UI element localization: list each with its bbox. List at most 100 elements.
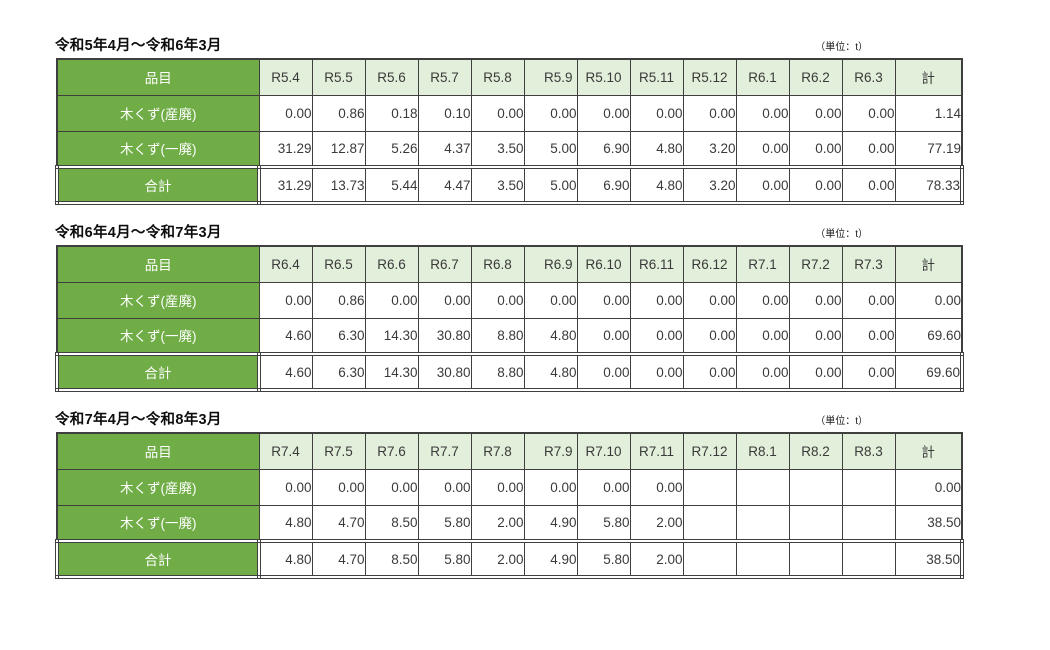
value-cell: 0.00 xyxy=(735,130,790,168)
value-cell: 4.80 xyxy=(629,130,684,168)
total-value-cell: 4.47 xyxy=(417,165,472,205)
total-value-cell xyxy=(788,539,843,579)
value-cell: 0.00 xyxy=(788,281,843,319)
value-cell: 4.80 xyxy=(523,317,578,355)
value-cell: 0.00 xyxy=(258,94,313,132)
value-cell: 5.80 xyxy=(576,504,631,542)
data-row: 木くず(産廃) 0.00 0.86 0.18 0.10 0.00 0.00 0.00 0.00 0… xyxy=(56,94,963,132)
month-header-cell: R7.2 xyxy=(788,245,843,283)
month-header-cell: R7.12 xyxy=(682,432,737,470)
value-cell: 30.80 xyxy=(417,317,472,355)
value-cell: 0.86 xyxy=(311,281,366,319)
value-cell: 31.29 xyxy=(258,130,313,168)
table-header-line: 令和6年4月～令和7年3月 （単位：t） xyxy=(55,221,963,241)
total-row: 合計 31.29 13.73 5.44 4.47 3.50 5.00 6.90 4.80 3.20… xyxy=(55,165,964,205)
monthly-tonnage-table: 品目 R5.4 R5.5 R5.6 R5.7 R5.8 R5.9 R5.10 R5.11 R5.1… xyxy=(55,58,964,205)
month-header-cell: R5.5 xyxy=(311,58,366,96)
value-cell: 0.00 xyxy=(841,130,896,168)
total-value-cell xyxy=(735,539,790,579)
item-header-cell: 品目 xyxy=(56,58,260,96)
total-row: 合計 4.80 4.70 8.50 5.80 2.00 4.90 5.80 2.00 38.50 xyxy=(55,539,964,579)
item-header-cell: 品目 xyxy=(56,245,260,283)
total-label-cell: 合計 xyxy=(55,165,261,205)
total-value-cell: 2.00 xyxy=(470,539,525,579)
data-row: 木くず(産廃) 0.00 0.86 0.00 0.00 0.00 0.00 0.00 0.00 0… xyxy=(56,281,963,319)
value-cell: 0.00 xyxy=(576,468,631,506)
month-header-cell: R6.3 xyxy=(841,58,896,96)
table-header-row: 品目 R6.4 R6.5 R6.6 R6.7 R6.8 R6.9 R6.10 R6.11 R6.1… xyxy=(56,245,963,283)
row-total-cell: 38.50 xyxy=(894,504,963,542)
month-header-cell: R7.8 xyxy=(470,432,525,470)
value-cell: 0.00 xyxy=(470,94,525,132)
data-row: 木くず(一廃) 4.60 6.30 14.30 30.80 8.80 4.80 0.00 0.0… xyxy=(56,317,963,355)
value-cell: 0.00 xyxy=(523,94,578,132)
total-value-cell: 0.00 xyxy=(841,165,896,205)
value-cell: 0.00 xyxy=(576,281,631,319)
value-cell: 8.50 xyxy=(364,504,419,542)
total-value-cell: 13.73 xyxy=(311,165,366,205)
month-header-cell: R6.4 xyxy=(258,245,313,283)
period-title: 令和5年4月～令和6年3月 xyxy=(55,38,222,54)
value-cell: 0.00 xyxy=(735,281,790,319)
value-cell: 0.00 xyxy=(841,317,896,355)
total-value-cell: 4.60 xyxy=(258,352,313,392)
value-cell: 2.00 xyxy=(470,504,525,542)
value-cell: 8.80 xyxy=(470,317,525,355)
value-cell: 0.00 xyxy=(629,317,684,355)
month-header-cell: R6.1 xyxy=(735,58,790,96)
month-header-cell: R5.4 xyxy=(258,58,313,96)
month-header-cell: R5.11 xyxy=(629,58,684,96)
item-header-cell: 品目 xyxy=(56,432,260,470)
period-title: 令和7年4月～令和8年3月 xyxy=(55,412,222,428)
value-cell xyxy=(682,504,737,542)
table-header-row: 品目 R5.4 R5.5 R5.6 R5.7 R5.8 R5.9 R5.10 R5.11 R5.1… xyxy=(56,58,963,96)
month-header-cell: R6.9 xyxy=(523,245,578,283)
month-header-cell: R6.5 xyxy=(311,245,366,283)
table-header-line: 令和7年4月～令和8年3月 （単位：t） xyxy=(55,408,963,428)
value-cell: 0.00 xyxy=(682,281,737,319)
value-cell: 0.00 xyxy=(735,317,790,355)
total-row: 合計 4.60 6.30 14.30 30.80 8.80 4.80 0.00 0.00 0.00… xyxy=(55,352,964,392)
value-cell: 0.00 xyxy=(311,468,366,506)
total-value-cell: 31.29 xyxy=(258,165,313,205)
value-cell: 4.70 xyxy=(311,504,366,542)
month-header-cell: R7.11 xyxy=(629,432,684,470)
value-cell: 0.18 xyxy=(364,94,419,132)
value-cell: 0.00 xyxy=(523,468,578,506)
value-cell: 0.00 xyxy=(682,94,737,132)
value-cell: 0.00 xyxy=(417,468,472,506)
total-value-cell: 0.00 xyxy=(576,352,631,392)
data-row: 木くず(一廃) 4.80 4.70 8.50 5.80 2.00 4.90 5.80 2.00 3… xyxy=(56,504,963,542)
value-cell: 0.86 xyxy=(311,94,366,132)
total-label-cell: 合計 xyxy=(55,352,261,392)
value-cell: 0.00 xyxy=(470,468,525,506)
period-table-block: 令和6年4月～令和7年3月 （単位：t） 品目 R6.4 R6.5 R6.6 R6.7 R6.… xyxy=(55,221,975,392)
row-label-cell: 木くず(一廃) xyxy=(56,504,260,542)
month-header-cell: R6.11 xyxy=(629,245,684,283)
month-header-cell: R5.6 xyxy=(364,58,419,96)
total-value-cell: 2.00 xyxy=(629,539,684,579)
value-cell: 0.00 xyxy=(258,281,313,319)
row-label-cell: 木くず(産廃) xyxy=(56,281,260,319)
value-cell xyxy=(735,468,790,506)
total-value-cell: 8.80 xyxy=(470,352,525,392)
total-value-cell: 0.00 xyxy=(735,352,790,392)
grand-total-cell: 38.50 xyxy=(894,539,964,579)
total-value-cell: 0.00 xyxy=(682,352,737,392)
total-value-cell: 8.50 xyxy=(364,539,419,579)
value-cell: 12.87 xyxy=(311,130,366,168)
month-header-cell: R5.7 xyxy=(417,58,472,96)
value-cell: 4.80 xyxy=(258,504,313,542)
total-value-cell: 0.00 xyxy=(788,352,843,392)
period-table-block: 令和5年4月～令和6年3月 （単位：t） 品目 R5.4 R5.5 R5.6 R5.7 R5.… xyxy=(55,34,975,205)
sum-header-cell: 計 xyxy=(894,245,963,283)
total-value-cell: 4.80 xyxy=(629,165,684,205)
value-cell: 3.50 xyxy=(470,130,525,168)
month-header-cell: R6.6 xyxy=(364,245,419,283)
total-value-cell xyxy=(841,539,896,579)
total-value-cell: 4.80 xyxy=(258,539,313,579)
month-header-cell: R5.12 xyxy=(682,58,737,96)
row-total-cell: 1.14 xyxy=(894,94,963,132)
total-value-cell: 0.00 xyxy=(735,165,790,205)
period-title: 令和6年4月～令和7年3月 xyxy=(55,225,222,241)
